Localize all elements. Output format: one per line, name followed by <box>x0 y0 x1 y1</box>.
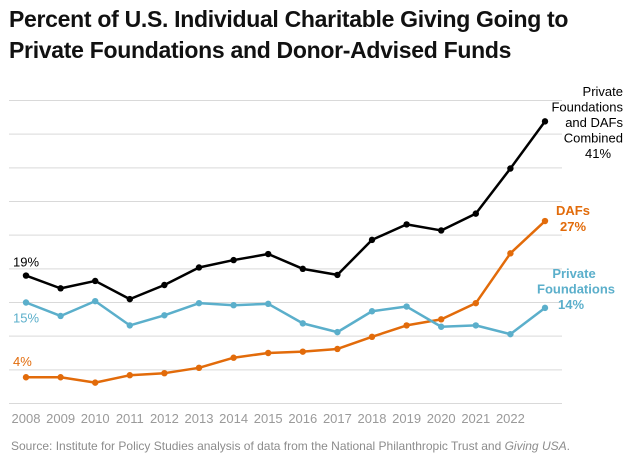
data-point <box>368 333 376 341</box>
data-point <box>57 285 64 292</box>
end-label-private-foundations-line: 14% <box>558 297 584 312</box>
data-point <box>92 379 99 386</box>
end-label-combined-line: 41% <box>585 146 611 161</box>
data-point <box>472 210 479 217</box>
data-point <box>161 312 168 319</box>
source-note: Source: Institute for Policy Studies ana… <box>11 439 570 453</box>
data-point <box>403 322 410 329</box>
x-tick-label: 2009 <box>46 411 75 426</box>
data-point <box>161 370 168 377</box>
data-point <box>299 320 306 327</box>
data-point <box>438 316 445 323</box>
data-point <box>265 250 272 258</box>
data-point <box>92 277 99 285</box>
start-label-combined: 19% <box>13 255 39 270</box>
end-label-combined: Private Foundations and DAFs Combined 41% <box>551 84 623 161</box>
data-point <box>507 250 514 257</box>
data-point <box>195 299 203 307</box>
data-point <box>230 354 237 361</box>
source-suffix: . <box>566 439 570 453</box>
end-label-private-foundations-line: Private <box>552 266 595 281</box>
end-label-private-foundations: Private Foundations 14% <box>537 266 615 312</box>
x-tick-label: 2016 <box>288 411 317 426</box>
end-label-combined-line: Foundations <box>551 100 623 115</box>
source-emphasis: Giving USA <box>504 439 567 453</box>
data-point <box>57 312 64 320</box>
end-label-private-foundations-line: Foundations <box>537 282 615 297</box>
data-point <box>472 322 479 329</box>
x-tick-label: 2008 <box>12 411 41 426</box>
data-point <box>195 264 203 271</box>
end-label-combined-line: Private <box>583 84 623 99</box>
data-point <box>230 301 237 309</box>
x-tick-label: 2018 <box>358 411 387 426</box>
chart-title: Percent of U.S. Individual Charitable Gi… <box>9 4 634 66</box>
data-point <box>438 323 445 330</box>
x-tick-label: 2021 <box>461 411 490 426</box>
data-point <box>126 322 133 329</box>
series-line <box>25 120 547 301</box>
x-tick-label: 2015 <box>254 411 283 426</box>
source-text: Source: Institute for Policy Studies ana… <box>11 439 505 453</box>
data-point <box>57 374 64 381</box>
end-label-dafs-line: DAFs <box>556 203 590 218</box>
data-point <box>541 304 549 312</box>
data-point <box>541 118 549 125</box>
end-label-dafs-line: 27% <box>560 219 586 234</box>
data-point <box>265 349 272 357</box>
data-point <box>403 303 410 310</box>
data-point <box>161 281 168 289</box>
start-label-private-foundations: 15% <box>13 311 39 326</box>
data-point <box>438 227 445 234</box>
data-point <box>334 328 341 336</box>
data-point <box>368 308 376 315</box>
start-label-dafs: 4% <box>13 354 32 369</box>
data-point <box>507 165 514 172</box>
data-point <box>507 330 514 338</box>
end-label-combined-line: Combined <box>564 131 623 146</box>
x-tick-label: 2012 <box>150 411 179 426</box>
data-point <box>265 300 272 308</box>
series-line <box>26 220 546 384</box>
data-point <box>472 299 479 307</box>
x-tick-label: 2010 <box>81 411 110 426</box>
x-tick-label: 2019 <box>392 411 421 426</box>
x-tick-label: 2011 <box>116 411 144 426</box>
data-point <box>126 372 133 379</box>
data-point <box>22 272 30 279</box>
data-point <box>368 236 376 244</box>
x-tick-label: 2022 <box>496 411 525 426</box>
data-point <box>92 297 99 305</box>
data-point <box>541 217 549 225</box>
end-label-dafs: DAFs 27% <box>556 203 590 234</box>
x-tick-label: 2017 <box>323 411 352 426</box>
end-label-combined-line: and DAFs <box>565 115 623 130</box>
data-point <box>22 299 30 306</box>
chart-title-line-1: Percent of U.S. Individual Charitable Gi… <box>9 6 569 32</box>
chart-title-line-2: Private Foundations and Donor-Advised Fu… <box>9 37 512 63</box>
x-tick-label: 2013 <box>185 411 214 426</box>
data-point <box>299 265 306 273</box>
data-point <box>195 364 203 372</box>
data-point <box>126 295 133 303</box>
data-point <box>22 374 30 381</box>
data-point <box>299 348 306 355</box>
series-line <box>25 299 546 336</box>
data-point <box>403 221 410 228</box>
x-tick-label: 2014 <box>219 411 248 426</box>
data-point <box>334 271 341 279</box>
data-point <box>230 256 237 264</box>
data-point <box>334 345 341 353</box>
x-tick-label: 2020 <box>427 411 456 426</box>
